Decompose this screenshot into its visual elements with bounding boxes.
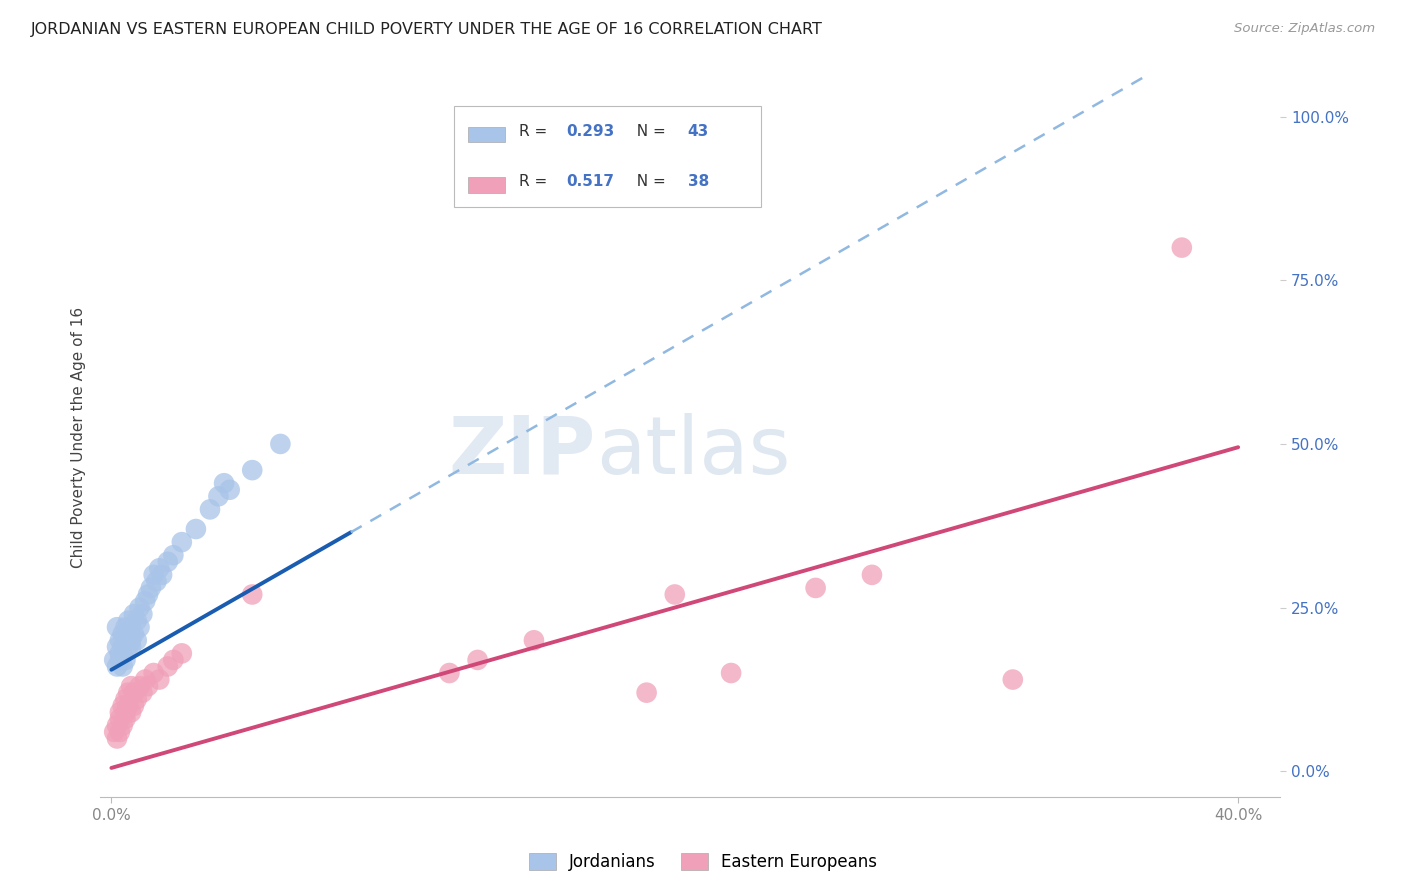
Point: [108, 646, 131, 660]
FancyBboxPatch shape: [454, 106, 761, 207]
Point: [111, 698, 134, 713]
Point: [117, 698, 139, 713]
Text: atlas: atlas: [596, 413, 790, 491]
Point: [125, 692, 148, 706]
Point: [170, 646, 193, 660]
Point: [170, 535, 193, 549]
Text: Source: ZipAtlas.com: Source: ZipAtlas.com: [1234, 22, 1375, 36]
Legend: Jordanians, Eastern Europeans: Jordanians, Eastern Europeans: [520, 845, 886, 880]
Point: [148, 561, 170, 575]
Point: [128, 600, 150, 615]
Point: [134, 594, 156, 608]
Point: [240, 463, 263, 477]
Point: [136, 587, 159, 601]
Point: [218, 483, 240, 497]
Point: [111, 640, 134, 654]
Point: [122, 626, 145, 640]
Point: [162, 653, 184, 667]
Point: [156, 659, 179, 673]
Point: [103, 653, 125, 667]
Point: [156, 555, 179, 569]
Point: [139, 581, 162, 595]
FancyBboxPatch shape: [468, 127, 505, 143]
Point: [523, 633, 546, 648]
Point: [136, 679, 159, 693]
Point: [114, 620, 136, 634]
Point: [142, 567, 165, 582]
Text: R =: R =: [519, 124, 553, 139]
Point: [125, 614, 148, 628]
Point: [720, 666, 742, 681]
Point: [1171, 241, 1194, 255]
Point: [117, 686, 139, 700]
FancyBboxPatch shape: [468, 177, 505, 193]
Point: [120, 640, 142, 654]
Point: [122, 698, 145, 713]
Point: [664, 587, 686, 601]
Point: [105, 731, 128, 746]
Text: 0.517: 0.517: [567, 175, 614, 189]
Text: JORDANIAN VS EASTERN EUROPEAN CHILD POVERTY UNDER THE AGE OF 16 CORRELATION CHAR: JORDANIAN VS EASTERN EUROPEAN CHILD POVE…: [31, 22, 823, 37]
Point: [108, 725, 131, 739]
Point: [105, 640, 128, 654]
Point: [117, 640, 139, 654]
Point: [212, 476, 235, 491]
Point: [108, 633, 131, 648]
Point: [131, 686, 153, 700]
Point: [636, 686, 658, 700]
Point: [122, 607, 145, 621]
Point: [860, 567, 883, 582]
Point: [439, 666, 461, 681]
Point: [120, 633, 142, 648]
Point: [804, 581, 827, 595]
Point: [111, 659, 134, 673]
Point: [120, 679, 142, 693]
Point: [128, 679, 150, 693]
Point: [122, 686, 145, 700]
Text: ZIP: ZIP: [449, 413, 596, 491]
Point: [131, 607, 153, 621]
Point: [114, 633, 136, 648]
Point: [134, 673, 156, 687]
Text: R =: R =: [519, 175, 553, 189]
Point: [114, 692, 136, 706]
Point: [145, 574, 167, 589]
Point: [120, 620, 142, 634]
Point: [207, 489, 229, 503]
Point: [117, 614, 139, 628]
Point: [269, 437, 291, 451]
Point: [125, 633, 148, 648]
Point: [108, 712, 131, 726]
Point: [128, 620, 150, 634]
Text: 0.293: 0.293: [567, 124, 614, 139]
Point: [162, 548, 184, 562]
Point: [142, 666, 165, 681]
Point: [108, 653, 131, 667]
Point: [184, 522, 207, 536]
Point: [105, 620, 128, 634]
Point: [105, 659, 128, 673]
Text: N =: N =: [627, 124, 671, 139]
Point: [105, 718, 128, 732]
Point: [240, 587, 263, 601]
Point: [120, 706, 142, 720]
Point: [198, 502, 221, 516]
Point: [114, 706, 136, 720]
Y-axis label: Child Poverty Under the Age of 16: Child Poverty Under the Age of 16: [72, 307, 86, 568]
Point: [103, 725, 125, 739]
Point: [114, 653, 136, 667]
Text: N =: N =: [627, 175, 671, 189]
Point: [111, 718, 134, 732]
Point: [148, 673, 170, 687]
Point: [150, 567, 173, 582]
Point: [467, 653, 489, 667]
Point: [108, 706, 131, 720]
Point: [117, 626, 139, 640]
Text: 38: 38: [688, 175, 709, 189]
Text: 43: 43: [688, 124, 709, 139]
Point: [114, 712, 136, 726]
Point: [1001, 673, 1024, 687]
Point: [111, 626, 134, 640]
